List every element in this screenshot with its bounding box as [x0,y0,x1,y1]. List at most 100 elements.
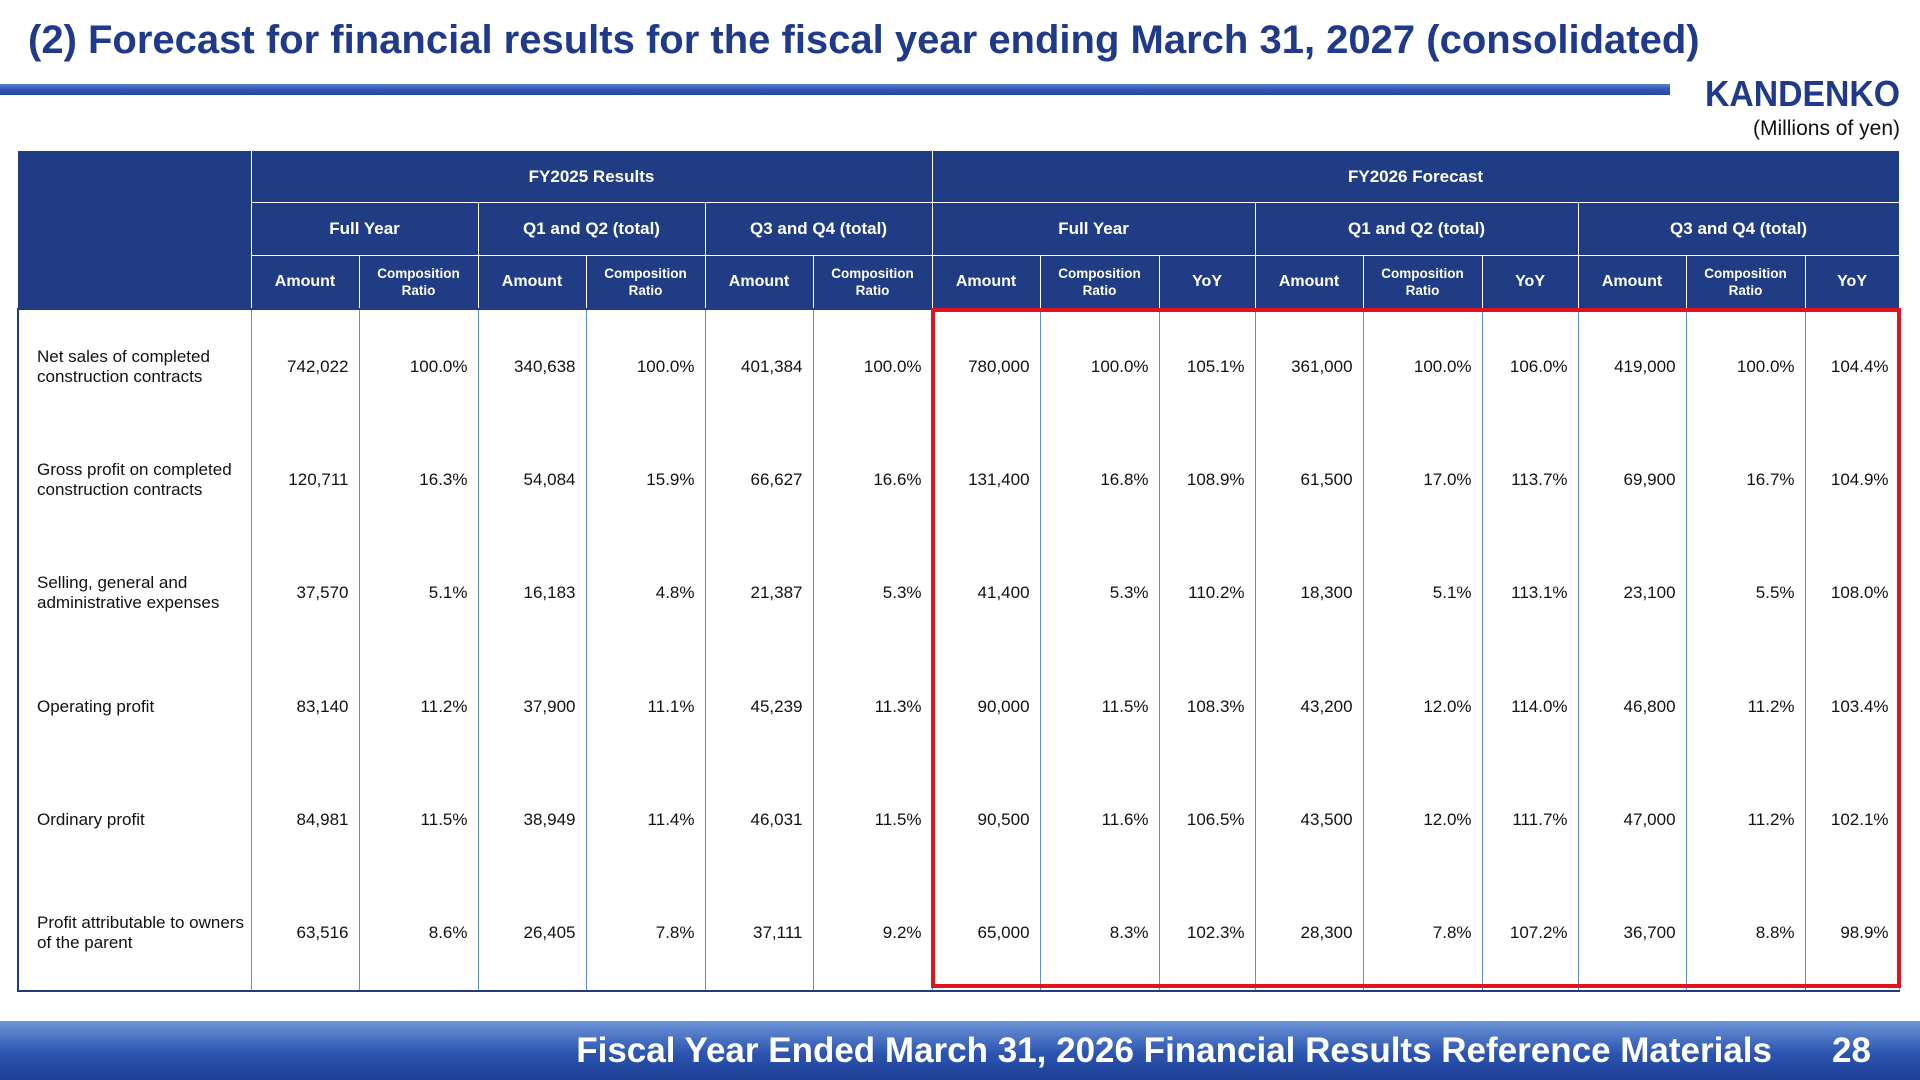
unit-note: (Millions of yen) [1752,117,1900,140]
table-cell: 23,100 [1577,536,1687,650]
page-number: 28 [1832,1031,1871,1070]
composition-ratio-line: Ratio [628,283,663,298]
table-cell: 5.1% [1362,536,1483,650]
table-row: Gross profit on completed construction c… [17,423,1900,537]
table-cell: 16.7% [1685,423,1806,537]
table-cell: 11.2% [1685,649,1806,764]
period-header: Q1 and Q2 (total) [1254,202,1579,256]
table-cell: 43,500 [1254,763,1364,877]
logo-wordmark: KANDENKO [1705,73,1900,112]
forecast-table: FY2025 Results FY2026 Forecast Full Year… [17,150,1900,992]
table-cell: 37,111 [704,876,814,992]
table-cell: 114.0% [1481,649,1579,764]
page-title: (2) Forecast for financial results for t… [28,18,1700,62]
table-cell: 742,022 [250,307,360,424]
amount-header: Amount [931,255,1041,310]
period-header: Q1 and Q2 (total) [477,202,706,256]
table-cell: 111.7% [1481,763,1579,877]
row-label: Ordinary profit [17,763,252,877]
table-cell: 11.1% [585,649,706,764]
table-cell: 12.0% [1362,763,1483,877]
table-cell: 100.0% [585,307,706,424]
table-cell: 43,200 [1254,649,1364,764]
table-cell: 37,570 [250,536,360,650]
composition-ratio-header: Composition Ratio [585,255,706,310]
table-cell: 11.5% [1039,649,1160,764]
table-cell: 16.8% [1039,423,1160,537]
table-cell: 45,239 [704,649,814,764]
table-corner-header [18,150,252,310]
table-cell: 15.9% [585,423,706,537]
amount-header: Amount [1254,255,1364,310]
table-cell: 113.7% [1481,423,1579,537]
composition-ratio-header: Composition Ratio [1039,255,1160,310]
table-cell: 131,400 [931,423,1041,537]
table-cell: 104.9% [1804,423,1900,537]
composition-ratio-line: Composition [604,266,687,281]
table-cell: 41,400 [931,536,1041,650]
table-cell: 11.4% [585,763,706,877]
table-cell: 90,500 [931,763,1041,877]
table-cell: 11.2% [1685,763,1806,877]
table-cell: 102.1% [1804,763,1900,877]
table-cell: 361,000 [1254,307,1364,424]
composition-ratio-line: Composition [1381,266,1464,281]
table-cell: 8.6% [358,876,479,992]
group-header-fy2025: FY2025 Results [250,150,933,203]
composition-ratio-line: Ratio [1082,283,1117,298]
table-cell: 26,405 [477,876,587,992]
row-label: Profit attributable to owners of the par… [17,876,252,992]
table-cell: 63,516 [250,876,360,992]
table-cell: 5.5% [1685,536,1806,650]
composition-ratio-header: Composition Ratio [358,255,479,310]
composition-ratio-line: Ratio [855,283,890,298]
table-cell: 18,300 [1254,536,1364,650]
table-cell: 100.0% [812,307,933,424]
table-cell: 780,000 [931,307,1041,424]
table-cell: 17.0% [1362,423,1483,537]
table-cell: 419,000 [1577,307,1687,424]
table-cell: 54,084 [477,423,587,537]
title-underline [0,84,1670,95]
table-cell: 105.1% [1158,307,1256,424]
amount-header: Amount [1577,255,1687,310]
table-cell: 8.3% [1039,876,1160,992]
period-header: Full Year [931,202,1256,256]
table-cell: 401,384 [704,307,814,424]
composition-ratio-line: Composition [1704,266,1787,281]
table-cell: 8.8% [1685,876,1806,992]
table-cell: 90,000 [931,649,1041,764]
composition-ratio-line: Composition [377,266,460,281]
footer-title: Fiscal Year Ended March 31, 2026 Financi… [576,1031,1772,1070]
table-cell: 4.8% [585,536,706,650]
table-cell: 120,711 [250,423,360,537]
table-cell: 11.6% [1039,763,1160,877]
composition-ratio-line: Ratio [1728,283,1763,298]
table-cell: 28,300 [1254,876,1364,992]
table-cell: 46,031 [704,763,814,877]
table-cell: 340,638 [477,307,587,424]
table-cell: 7.8% [585,876,706,992]
composition-ratio-line: Ratio [401,283,436,298]
kandenko-logo: KANDENKO [1705,73,1900,112]
table-cell: 5.3% [1039,536,1160,650]
composition-ratio-line: Ratio [1405,283,1440,298]
yoy-header: YoY [1481,255,1579,310]
table-cell: 104.4% [1804,307,1900,424]
period-header: Q3 and Q4 (total) [1577,202,1900,256]
table-cell: 98.9% [1804,876,1900,992]
table-cell: 11.5% [812,763,933,877]
table-row: Selling, general and administrative expe… [17,536,1900,650]
table-cell: 66,627 [704,423,814,537]
amount-header: Amount [704,255,814,310]
table-cell: 107.2% [1481,876,1579,992]
table-cell: 12.0% [1362,649,1483,764]
table-cell: 11.2% [358,649,479,764]
table-cell: 47,000 [1577,763,1687,877]
table-cell: 108.0% [1804,536,1900,650]
table-cell: 110.2% [1158,536,1256,650]
table-cell: 100.0% [358,307,479,424]
amount-header: Amount [250,255,360,310]
table-cell: 7.8% [1362,876,1483,992]
table-cell: 83,140 [250,649,360,764]
